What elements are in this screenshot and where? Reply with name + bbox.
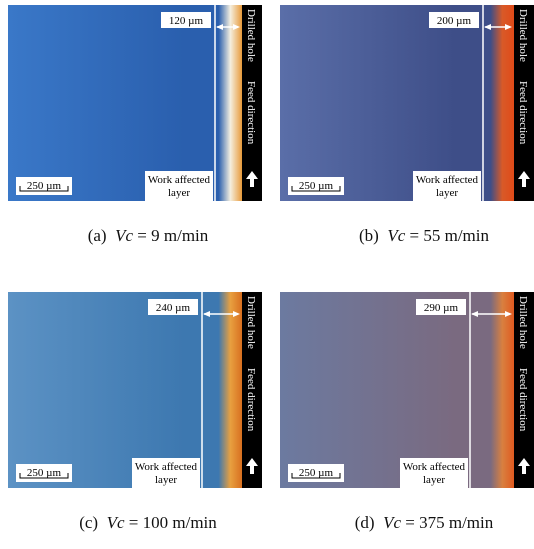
feed-label: Feed direction — [517, 81, 529, 145]
caption-value: = 9 m/min — [137, 226, 208, 245]
hole-label: Drilled hole — [245, 9, 257, 62]
figure: (() => { const data = JSON.parse(documen… — [0, 0, 534, 549]
caption-label: (c) — [79, 513, 98, 532]
caption: (c) Vc = 100 m/min — [18, 513, 278, 533]
caption: (d) Vc = 375 m/min — [294, 513, 534, 533]
layer-label: layer — [168, 187, 190, 199]
hole-label: Drilled hole — [517, 296, 529, 349]
caption-variable: Vc — [107, 513, 125, 532]
micrograph: Drilled hole Feed direction 200 µm 250 µm Wo… — [280, 5, 534, 201]
layer-label: layer — [436, 187, 458, 199]
thickness-label: 240 µm — [156, 302, 191, 314]
caption-value: = 100 m/min — [129, 513, 217, 532]
caption-label: (d) — [355, 513, 375, 532]
specimen-image — [8, 292, 242, 488]
specimen-image — [280, 292, 514, 488]
layer-label: layer — [423, 474, 445, 486]
caption: (a) Vc = 9 m/min — [18, 226, 278, 246]
scale-label: 250 µm — [27, 467, 62, 479]
caption: (b) Vc = 55 m/min — [294, 226, 534, 246]
thickness-label: 120 µm — [169, 15, 204, 27]
feed-label: Feed direction — [245, 368, 257, 432]
micrograph: Drilled hole Feed direction 290 µm 250 µm Wo… — [280, 292, 534, 488]
caption-value: = 55 m/min — [410, 226, 489, 245]
feed-label: Feed direction — [517, 368, 529, 432]
hole-label: Drilled hole — [517, 9, 529, 62]
feed-label: Feed direction — [245, 81, 257, 145]
micrograph: Drilled hole Feed direction 240 µm 250 µm Wo… — [8, 292, 262, 488]
layer-label: Work affected — [148, 174, 211, 186]
scale-label: 250 µm — [27, 180, 62, 192]
scale-label: 250 µm — [299, 467, 334, 479]
caption-variable: Vc — [383, 513, 401, 532]
caption-variable: Vc — [387, 226, 405, 245]
thickness-label: 200 µm — [437, 15, 472, 27]
scale-label: 250 µm — [299, 180, 334, 192]
caption-variable: Vc — [115, 226, 133, 245]
thickness-label: 290 µm — [424, 302, 459, 314]
hole-label: Drilled hole — [245, 296, 257, 349]
layer-label: Work affected — [135, 461, 198, 473]
micrograph: Drilled hole Feed direction 120 µm 250 µm Wo… — [8, 5, 262, 201]
layer-label: Work affected — [416, 174, 479, 186]
layer-label: Work affected — [403, 461, 466, 473]
caption-label: (b) — [359, 226, 379, 245]
layer-label: layer — [155, 474, 177, 486]
caption-value: = 375 m/min — [405, 513, 493, 532]
caption-label: (a) — [88, 226, 107, 245]
